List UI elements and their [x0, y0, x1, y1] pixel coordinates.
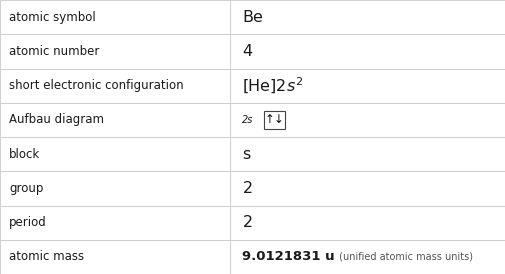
Text: 4: 4 — [242, 44, 252, 59]
Bar — [230, 240, 505, 274]
Text: 2: 2 — [242, 215, 252, 230]
Bar — [0, 206, 230, 240]
Text: 2: 2 — [242, 181, 252, 196]
Bar — [230, 0, 505, 34]
Bar — [230, 34, 505, 68]
Bar — [230, 137, 505, 171]
Bar — [230, 206, 505, 240]
Text: atomic symbol: atomic symbol — [9, 11, 96, 24]
Bar — [0, 103, 230, 137]
Bar — [230, 68, 505, 103]
Bar — [0, 137, 230, 171]
Text: group: group — [9, 182, 43, 195]
Bar — [0, 0, 230, 34]
Text: 9.0121831 u: 9.0121831 u — [242, 250, 335, 263]
Text: block: block — [9, 148, 40, 161]
Bar — [0, 68, 230, 103]
Text: 2s: 2s — [242, 115, 254, 125]
Bar — [0, 240, 230, 274]
Text: (unified atomic mass units): (unified atomic mass units) — [336, 252, 473, 262]
Text: Aufbau diagram: Aufbau diagram — [9, 113, 104, 126]
Text: atomic number: atomic number — [9, 45, 99, 58]
Text: period: period — [9, 216, 47, 229]
Text: s: s — [242, 147, 250, 162]
Bar — [0, 34, 230, 68]
Text: atomic mass: atomic mass — [9, 250, 84, 263]
Bar — [230, 103, 505, 137]
Text: ↑: ↑ — [265, 113, 275, 126]
Bar — [230, 171, 505, 206]
Text: ↓: ↓ — [274, 113, 284, 126]
Text: Be: Be — [242, 10, 263, 25]
Bar — [264, 111, 285, 129]
Text: short electronic configuration: short electronic configuration — [9, 79, 184, 92]
Bar — [0, 171, 230, 206]
Text: $\mathregular{[He]2}s^{2}$: $\mathregular{[He]2}s^{2}$ — [242, 76, 304, 96]
